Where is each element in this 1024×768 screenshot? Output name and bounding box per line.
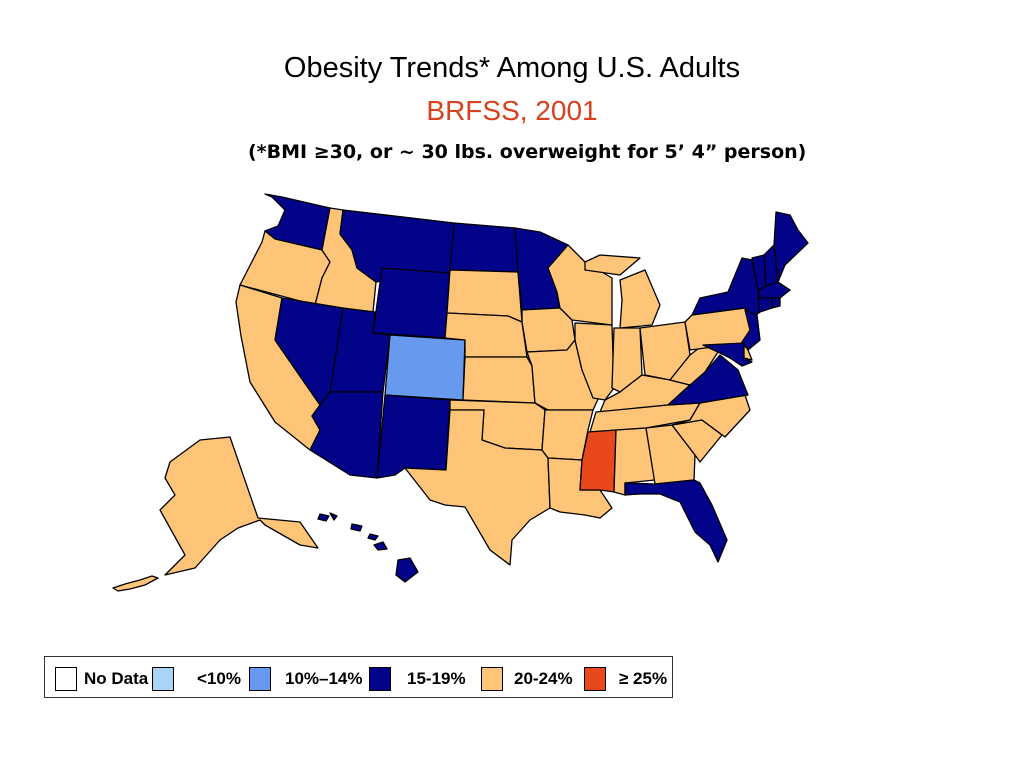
- bmi-footnote: (*BMI ≥30, or ~ 30 lbs. overweight for 5…: [248, 141, 807, 163]
- legend-swatch-15-19: [369, 667, 391, 691]
- state-ME[interactable]: [773, 211, 809, 283]
- state-MD[interactable]: [702, 342, 753, 367]
- state-CT[interactable]: [757, 297, 773, 313]
- legend: No Data <10% 10%–14% 15-19% 20-24% ≥ 25%: [44, 656, 673, 698]
- legend-swatch-lt10: [152, 667, 174, 691]
- state-TX[interactable]: [404, 409, 551, 566]
- legend-label-10-14: 10%–14%: [285, 669, 363, 688]
- legend-label-no-data: No Data: [84, 669, 149, 688]
- state-NY[interactable]: [691, 257, 761, 319]
- alaska-aleutians: [112, 575, 159, 592]
- legend-label-15-19: 15-19%: [407, 669, 466, 688]
- map-subtitle: BRFSS, 2001: [426, 95, 598, 126]
- legend-swatch-no-data: [55, 667, 77, 691]
- legend-swatch-ge25: [584, 667, 606, 691]
- state-MO[interactable]: [526, 339, 601, 411]
- map-title: Obesity Trends* Among U.S. Adults: [283, 52, 741, 84]
- state-ND[interactable]: [449, 222, 519, 273]
- legend-swatch-10-14: [249, 667, 271, 691]
- legend-swatch-20-24: [481, 667, 503, 691]
- state-CO[interactable]: [384, 334, 466, 401]
- state-AK[interactable]: [159, 436, 319, 576]
- state-FL[interactable]: [624, 479, 728, 563]
- state-IL[interactable]: [574, 322, 615, 401]
- legend-label-lt10: <10%: [197, 669, 241, 688]
- state-NM[interactable]: [376, 394, 451, 479]
- state-KS[interactable]: [462, 356, 536, 404]
- state-MI[interactable]: [584, 254, 661, 329]
- state-AZ[interactable]: [309, 391, 384, 479]
- legend-label-ge25: ≥ 25%: [619, 669, 668, 688]
- legend-label-20-24: 20-24%: [514, 669, 573, 688]
- state-RI[interactable]: [771, 297, 781, 309]
- state-WY[interactable]: [372, 267, 451, 339]
- state-HI[interactable]: [317, 512, 419, 583]
